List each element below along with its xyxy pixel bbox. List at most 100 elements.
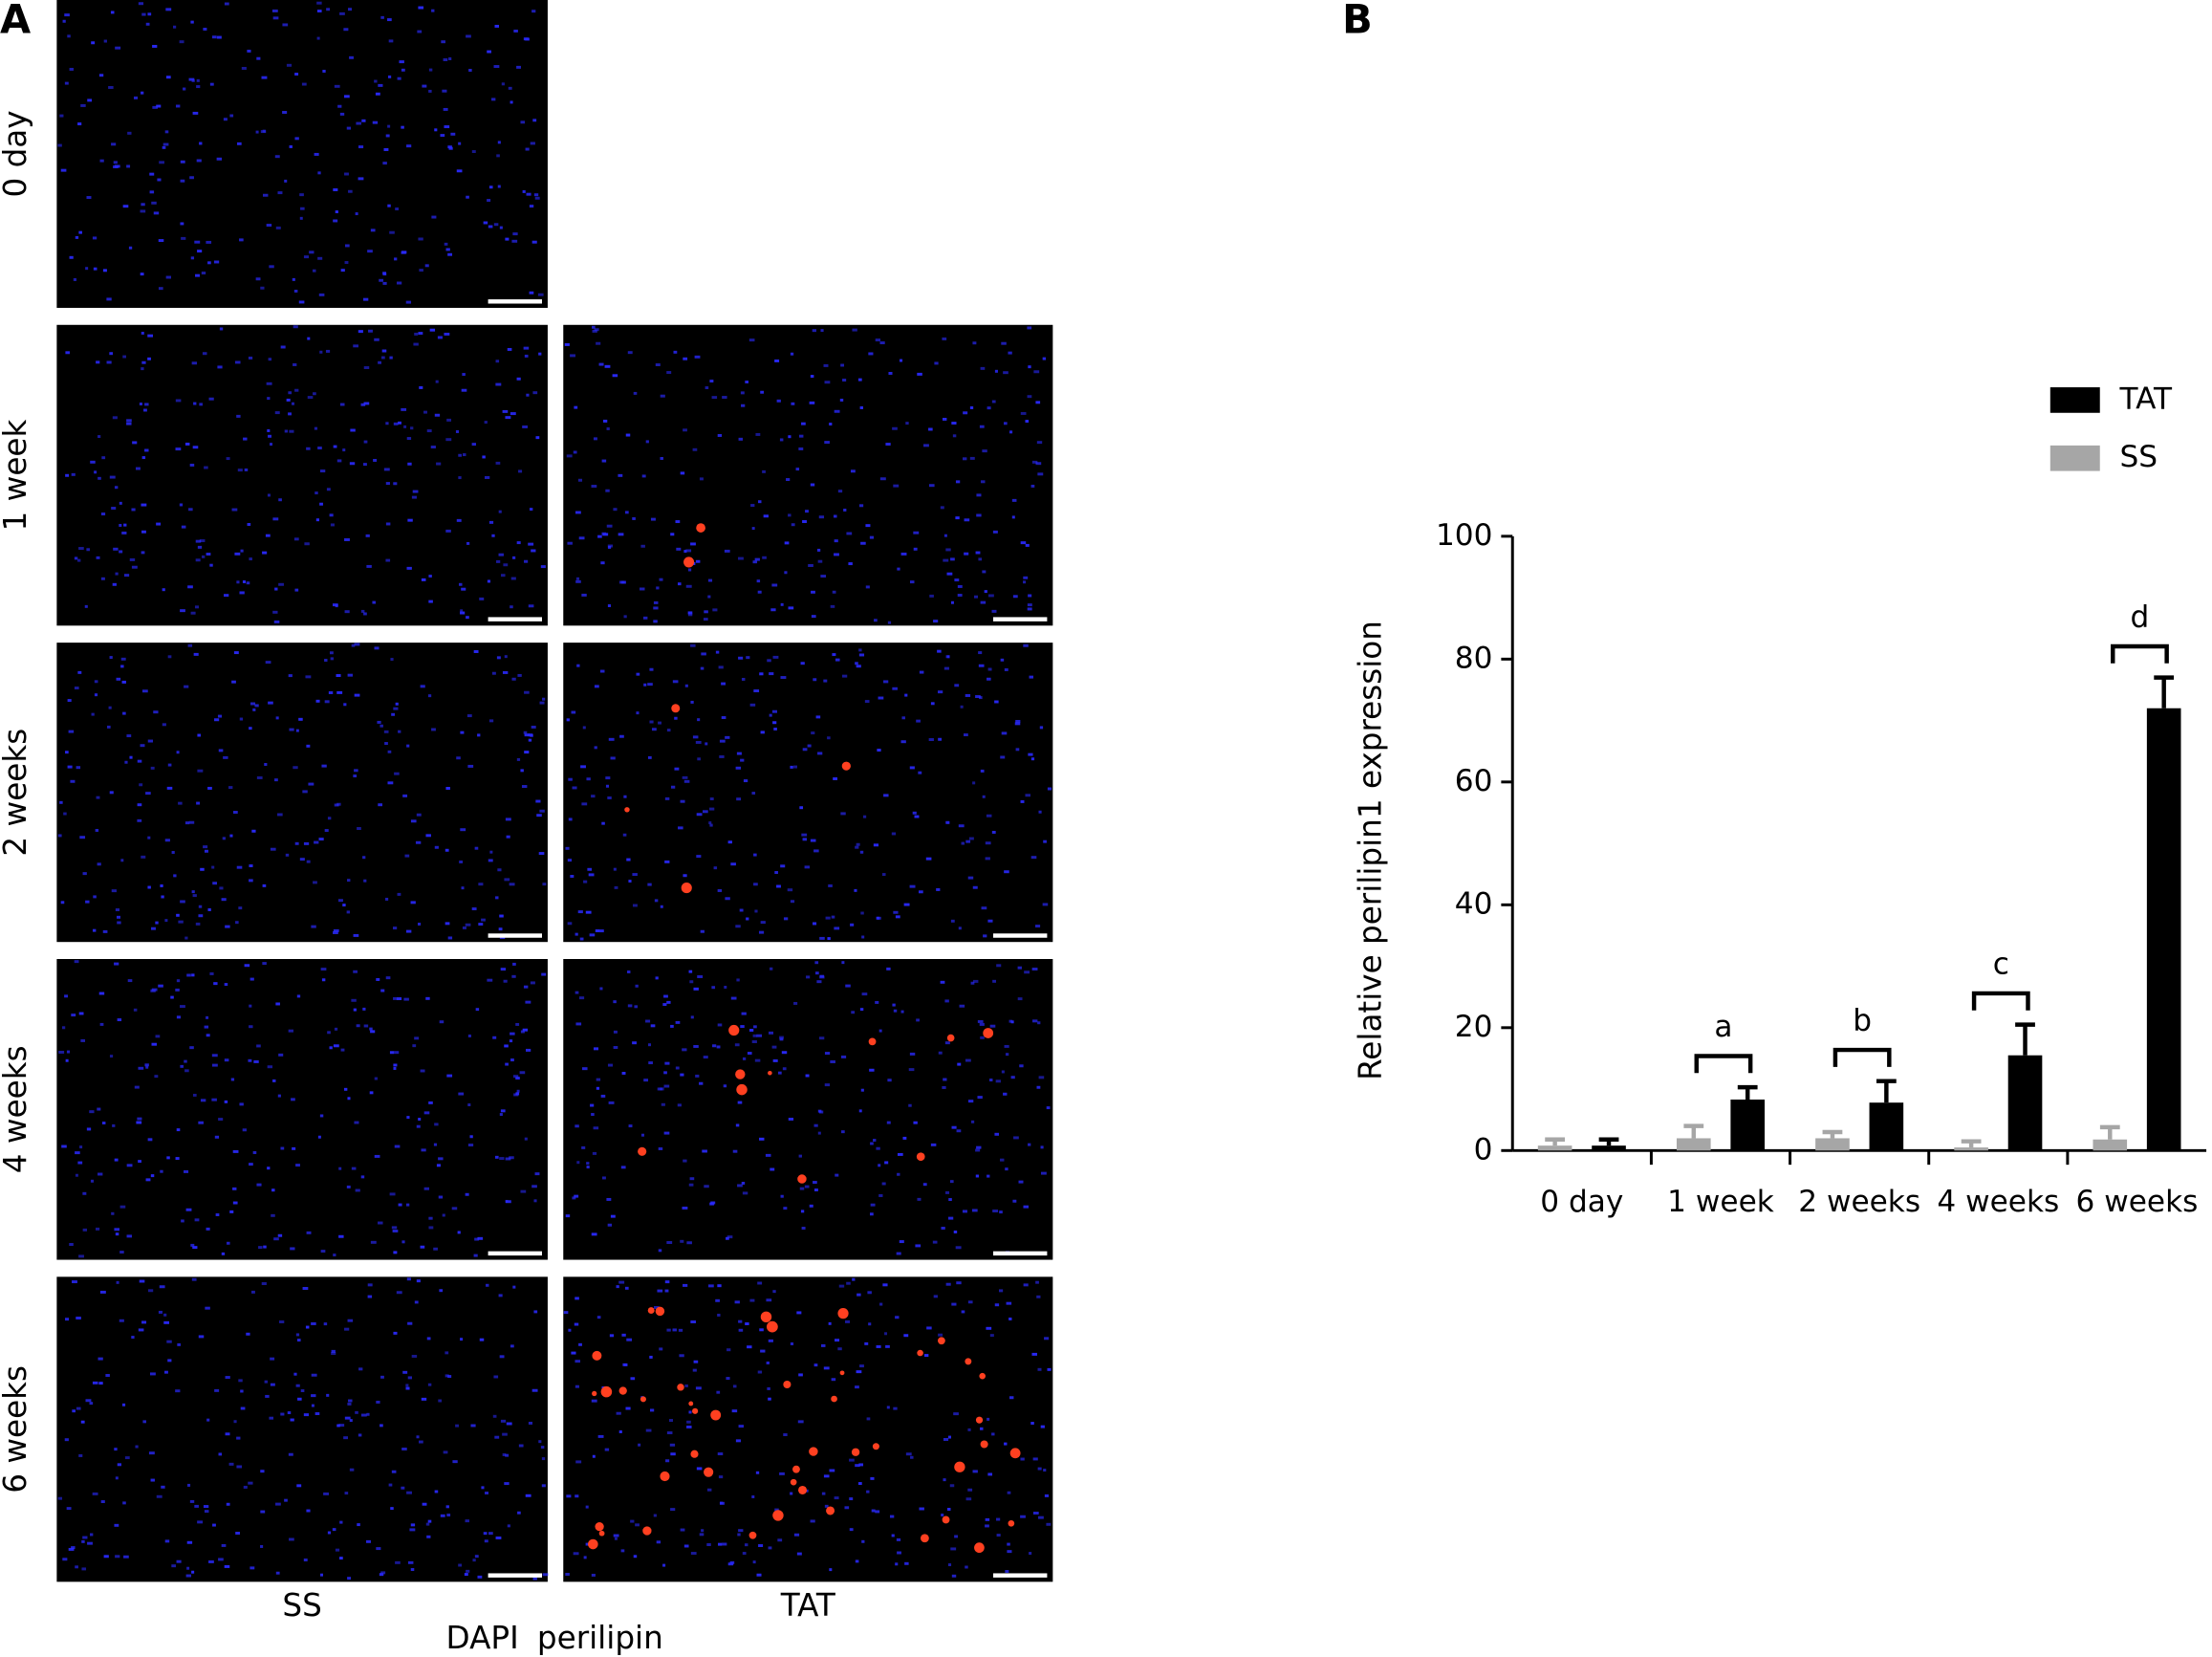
nucleus <box>313 881 317 884</box>
nucleus <box>388 1483 393 1487</box>
nucleus <box>268 358 272 361</box>
nucleus <box>567 859 573 862</box>
nucleus <box>509 1156 514 1160</box>
nucleus <box>528 738 532 742</box>
nucleus <box>235 1532 240 1535</box>
nucleus <box>180 1064 184 1068</box>
nucleus <box>581 593 587 597</box>
nucleus <box>745 1322 749 1326</box>
scale-bar <box>992 1573 1048 1578</box>
nucleus <box>412 1044 417 1048</box>
nucleus <box>389 1192 396 1196</box>
nucleus <box>280 1412 285 1416</box>
nucleus <box>196 78 200 82</box>
nucleus <box>814 961 819 965</box>
legend-swatch <box>2049 445 2100 471</box>
nucleus <box>126 164 131 168</box>
nucleus <box>268 434 271 438</box>
nucleus <box>280 345 286 349</box>
nucleus <box>306 744 311 748</box>
nucleus <box>541 1484 546 1488</box>
nucleus <box>1023 576 1029 579</box>
nucleus <box>343 28 349 32</box>
nucleus <box>605 784 610 788</box>
nucleus <box>108 706 112 709</box>
perilipin-signal <box>681 883 692 894</box>
nucleus <box>69 67 74 71</box>
perilipin-signal <box>979 1372 986 1380</box>
nucleus <box>790 900 795 904</box>
nucleus <box>344 537 350 541</box>
nucleus <box>524 354 529 358</box>
nucleus <box>500 1109 506 1113</box>
nucleus <box>151 1042 158 1046</box>
nucleus <box>1019 1064 1024 1068</box>
perilipin-signal <box>946 1034 955 1042</box>
nucleus <box>498 510 502 513</box>
nucleus <box>769 713 772 717</box>
nucleus <box>140 209 146 213</box>
nucleus <box>273 620 280 623</box>
nucleus <box>96 796 100 799</box>
nucleus <box>133 96 139 99</box>
nucleus <box>915 1244 922 1248</box>
nucleus <box>1013 1136 1019 1140</box>
nucleus <box>300 1389 305 1393</box>
nucleus <box>705 386 709 390</box>
nucleus <box>321 764 327 768</box>
nucleus <box>989 1079 993 1082</box>
nucleus <box>484 421 488 425</box>
micrograph <box>563 643 1053 943</box>
nucleus <box>321 978 326 982</box>
nucleus <box>538 1440 542 1444</box>
nucleus <box>114 1448 118 1451</box>
nucleus <box>762 469 766 473</box>
nucleus <box>604 364 611 368</box>
nucleus <box>367 1283 373 1287</box>
nucleus <box>206 553 211 556</box>
nucleus <box>389 230 395 234</box>
nucleus <box>128 246 133 250</box>
nucleus <box>580 765 586 769</box>
nucleus <box>1010 1076 1015 1079</box>
nucleus <box>535 436 540 440</box>
nucleus <box>953 1412 959 1416</box>
nucleus <box>943 666 949 670</box>
scale-bar <box>488 617 542 621</box>
nucleus <box>462 926 466 929</box>
nucleus <box>522 425 528 428</box>
nucleus <box>685 549 692 553</box>
nucleus <box>229 1210 234 1213</box>
nucleus <box>1015 748 1020 752</box>
nucleus <box>574 1194 579 1198</box>
nucleus <box>624 511 629 514</box>
nucleus <box>735 766 742 770</box>
nucleus <box>503 979 508 983</box>
nucleus <box>823 1366 830 1370</box>
nucleus <box>240 549 244 553</box>
nucleus <box>965 839 971 843</box>
nucleus <box>204 1025 209 1029</box>
nucleus <box>335 1548 340 1552</box>
nucleus <box>662 1003 667 1007</box>
perilipin-signal <box>736 1083 748 1096</box>
nucleus <box>274 587 278 591</box>
nucleus <box>260 286 265 290</box>
nucleus <box>933 620 939 623</box>
nucleus <box>928 738 934 741</box>
nucleus <box>289 1537 294 1541</box>
nucleus <box>211 1063 218 1067</box>
nucleus <box>65 1058 69 1062</box>
nucleus <box>190 256 195 260</box>
nucleus <box>749 1028 754 1032</box>
nucleus <box>811 615 816 619</box>
perilipin-signal <box>798 1485 808 1494</box>
nucleus <box>67 34 71 38</box>
nucleus <box>900 740 906 744</box>
nucleus <box>162 145 166 149</box>
nucleus <box>192 111 199 115</box>
nucleus <box>456 756 461 760</box>
nucleus <box>528 542 534 546</box>
nucleus <box>621 1071 626 1075</box>
nucleus <box>642 616 648 620</box>
